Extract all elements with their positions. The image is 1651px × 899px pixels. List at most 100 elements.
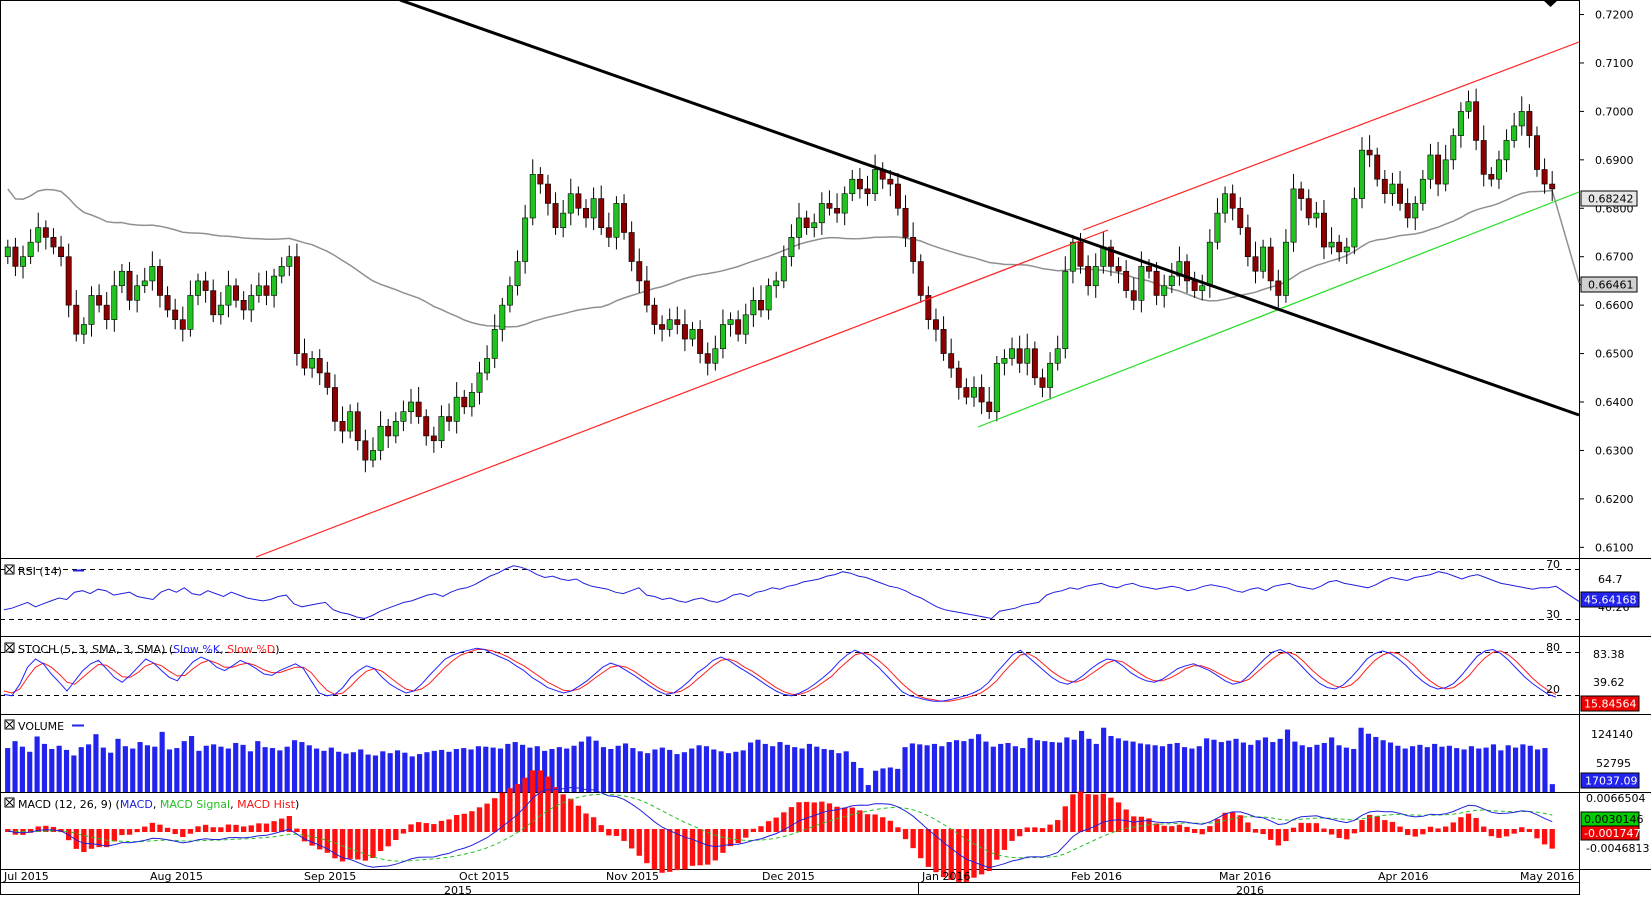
macd-hist-bar [286, 816, 292, 832]
macd-hist-bar [1001, 829, 1008, 850]
candle-up [818, 203, 825, 224]
candle-down [887, 178, 894, 185]
candle-up [1100, 246, 1107, 267]
stochastic-panel[interactable]: STOCH (5, 3, SMA, 3, SMA) (Slow %K, Slow… [0, 641, 1640, 712]
macd-hist-bar [773, 817, 779, 832]
volume-bar [468, 749, 474, 792]
candle-down [1473, 101, 1480, 141]
candle-up [1092, 266, 1099, 287]
candle-down [1252, 256, 1259, 272]
volume-bar [380, 751, 386, 792]
candle-up [118, 270, 125, 287]
volume-bar [63, 749, 70, 792]
candle-down [575, 193, 582, 209]
time-axis: Jul 2015 Aug 2015 Sep 2015 Oct 2015 Nov … [3, 870, 1574, 897]
volume-bar [1314, 744, 1320, 792]
candle-down [1153, 270, 1160, 296]
volume-bar [880, 768, 886, 792]
macd-hist-bar [279, 818, 285, 832]
candle-down [1085, 266, 1092, 287]
candle-up [1427, 154, 1434, 180]
candle-down [1244, 227, 1251, 258]
macd-hist-bar [43, 825, 49, 832]
candle-up [993, 362, 1000, 412]
candle-down [758, 299, 764, 311]
candle-up [1450, 135, 1457, 161]
macd-hist-bar [758, 826, 764, 832]
candle-down [1031, 348, 1038, 379]
corner-marker-icon [1543, 0, 1558, 7]
macd-hist-bar [674, 829, 680, 871]
candle-down [1305, 198, 1312, 219]
volume-bar [571, 745, 577, 792]
candle-up [742, 314, 749, 335]
volume-bar [821, 748, 827, 792]
candle-down [126, 270, 133, 301]
macd-hist-bar [1283, 829, 1289, 842]
volume-bar [12, 741, 18, 792]
candle-up [278, 266, 285, 277]
rsi-panel[interactable]: RSI (14) 70 30 64.7 40.26 45.64168 [0, 558, 1640, 621]
macd-hist-bar [423, 823, 429, 832]
macd-hist-bar [1519, 827, 1525, 832]
candle-down [316, 358, 323, 374]
volume-bar [1343, 747, 1349, 792]
macd-hist-bar [1404, 829, 1411, 835]
candle-up [727, 319, 734, 325]
candle-down [1039, 377, 1046, 388]
volume-bar [1027, 737, 1033, 792]
macd-hist-bar [1191, 829, 1198, 833]
macd-hist-bar [1199, 829, 1205, 835]
macd-hist-bar [1473, 818, 1479, 832]
volume-bar [1240, 742, 1246, 792]
candle-down [1320, 212, 1327, 248]
macd-hist-bar [636, 829, 642, 856]
macd-panel[interactable]: MACD (12, 26, 9) (MACD, MACD Signal, MAC… [4, 770, 1649, 882]
macd-hist-bar [834, 806, 840, 832]
macd-hist-bar [301, 829, 308, 842]
macd-axis-value-high: 0.0066504 [1586, 792, 1646, 805]
candle-down [1526, 111, 1533, 136]
macd-legend-macd: MACD [120, 798, 153, 811]
macd-hist-bar [895, 827, 901, 832]
candle-down [362, 440, 369, 461]
macd-hist-bar [157, 824, 163, 832]
volume-bar [93, 734, 99, 792]
macd-hist-bar [96, 829, 102, 848]
macd-hist-bar [1374, 816, 1380, 832]
ma-value-label: 0.66461 [1579, 276, 1638, 293]
candle-up [453, 396, 460, 422]
macd-hist-bar [88, 829, 95, 849]
macd-hist-bar [651, 829, 658, 870]
volume-bar [306, 745, 312, 792]
candle-down [1229, 193, 1236, 209]
volume-bar [703, 746, 710, 792]
macd-hist-bar [202, 824, 209, 832]
volume-bar [939, 746, 945, 792]
macd-hist-bar [1382, 820, 1388, 832]
volume-panel[interactable]: VOLUME 124140 52795 17037.09 [4, 719, 1640, 792]
volume-bar [1123, 740, 1129, 792]
macd-hist-bar [910, 829, 916, 849]
stoch-legend-k: Slow %K [173, 643, 221, 656]
month-label-aug-2015: Aug 2015 [150, 870, 203, 883]
candle-down [42, 227, 49, 238]
candle-down [948, 353, 955, 369]
candle-down [1435, 154, 1442, 185]
price-tick-label: 0.6900 [1595, 154, 1634, 167]
candle-up [1328, 241, 1335, 248]
price-panel[interactable]: 0.72000.71000.70000.69000.68000.67000.66… [4, 0, 1638, 558]
stoch-slow-k-line [3, 647, 1557, 702]
volume-bar [27, 751, 33, 792]
stoch-label-params: STOCH (5, 3, SMA, 3, SMA) [18, 643, 165, 656]
macd-hist-bar [1488, 829, 1494, 837]
candle-up [666, 319, 673, 330]
volume-bar [519, 744, 526, 792]
candle-down [917, 261, 924, 296]
macd-line [7, 786, 1553, 869]
volume-bar [115, 738, 121, 792]
candle-up [1389, 183, 1396, 195]
candle-up [1442, 159, 1449, 185]
rsi-line [3, 565, 1580, 620]
